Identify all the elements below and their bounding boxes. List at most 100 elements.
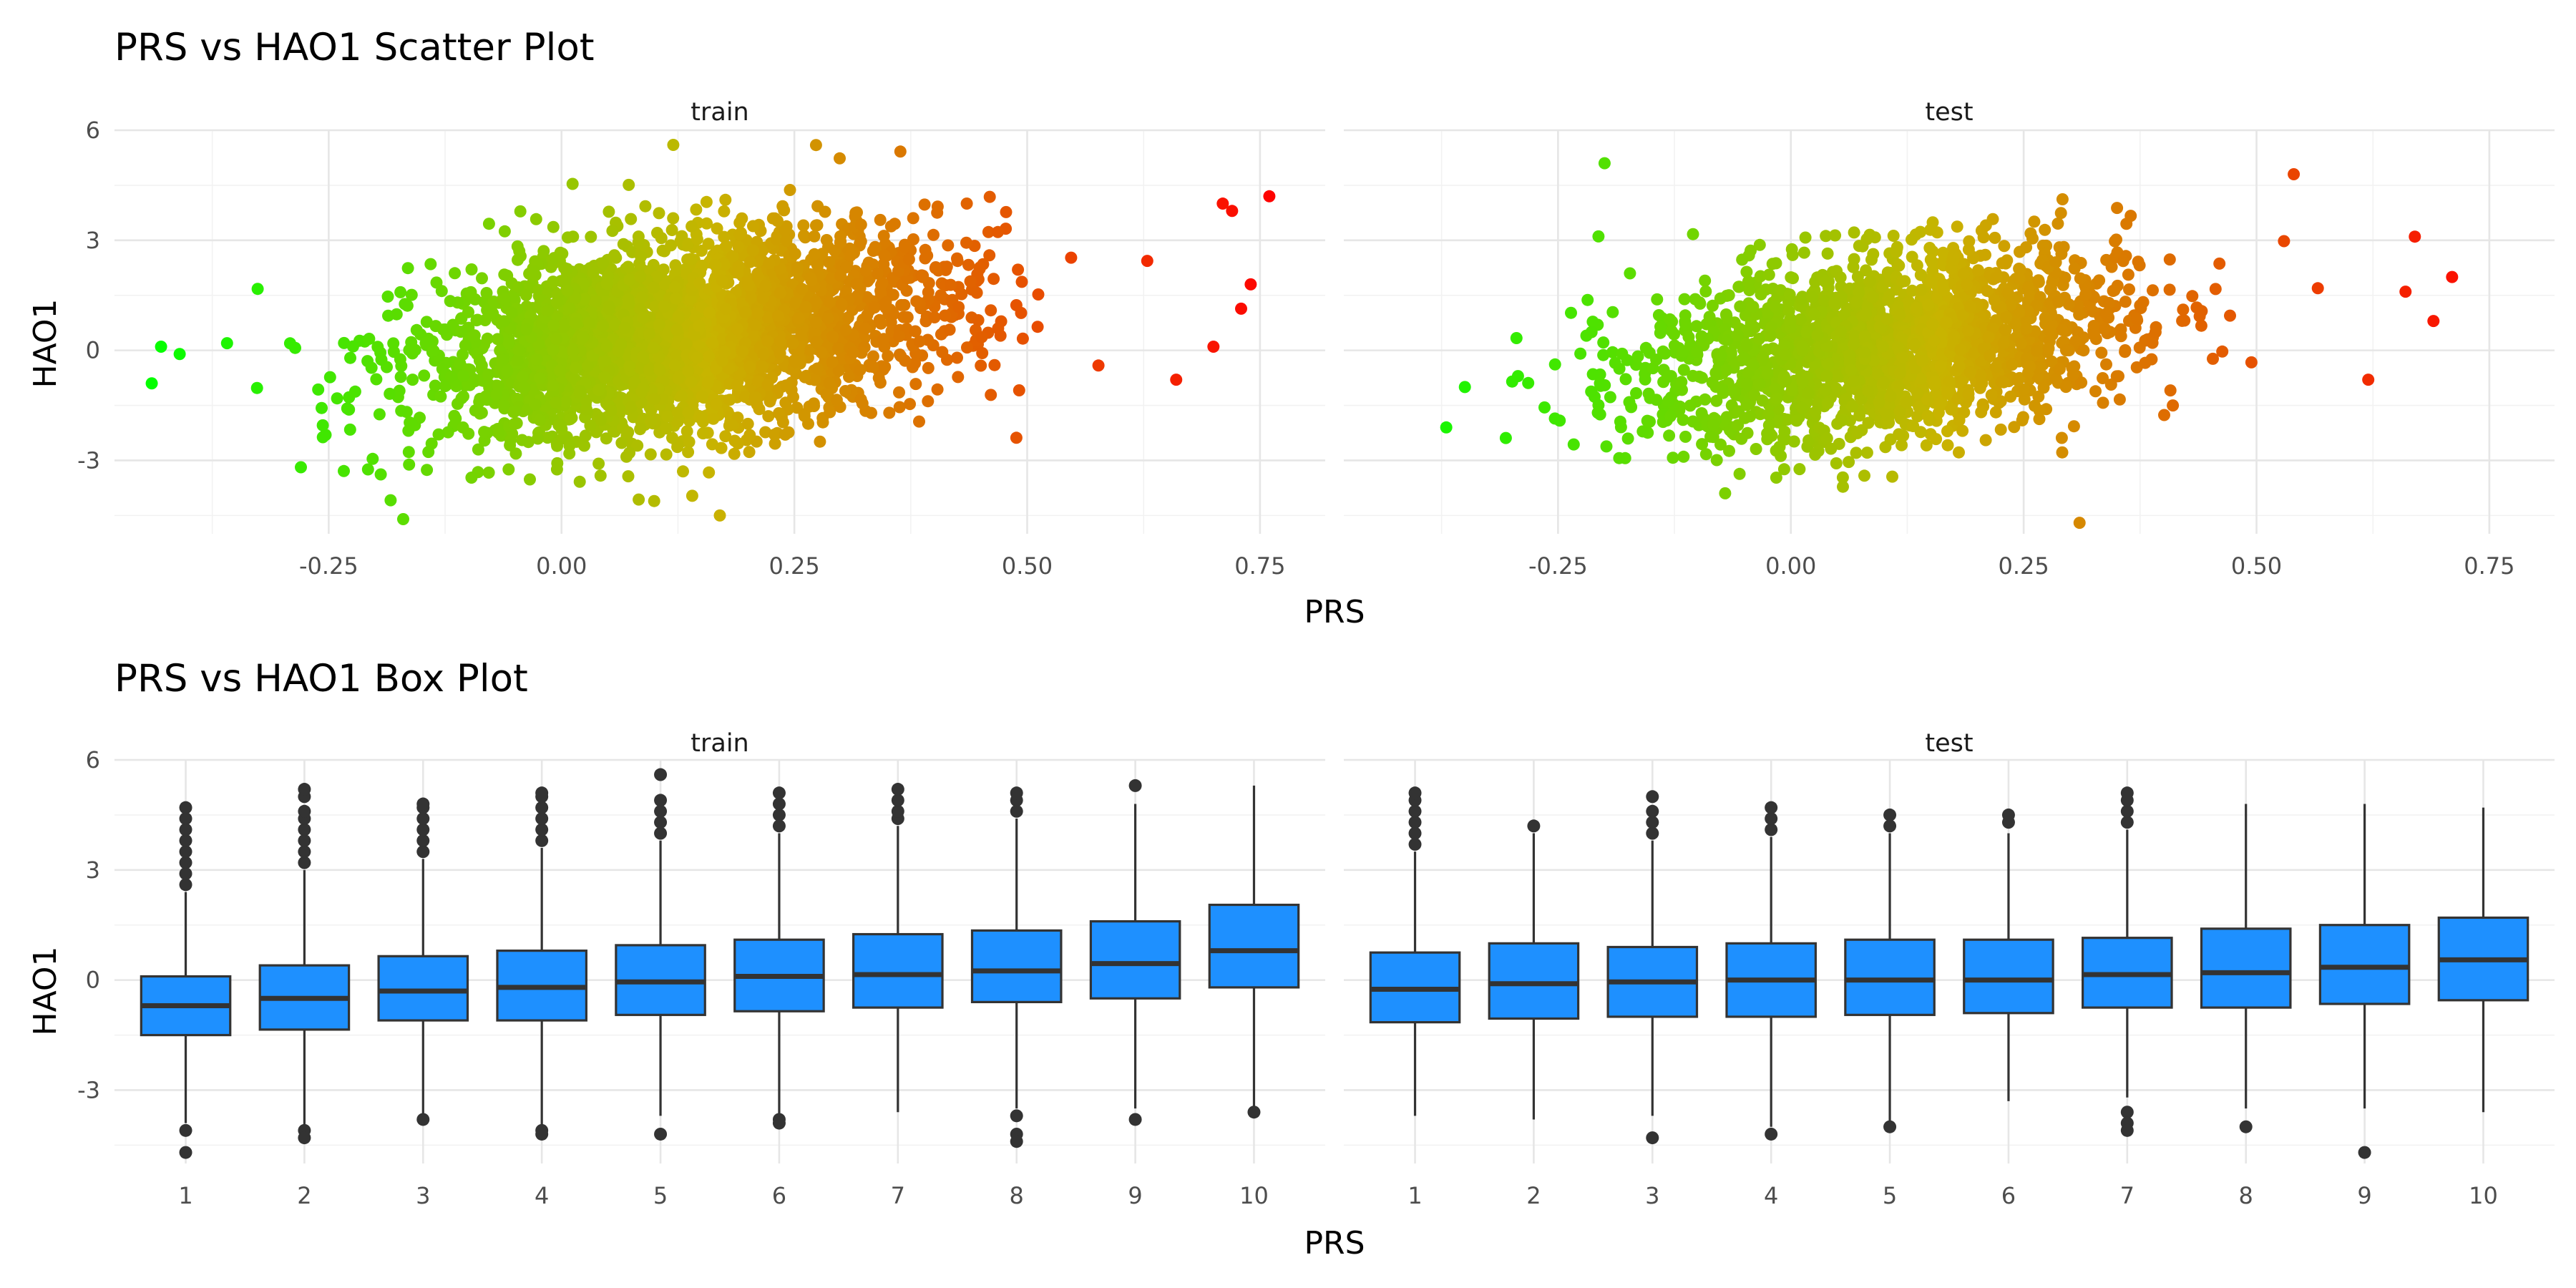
scatter-point	[2024, 227, 2037, 240]
scatter-point	[719, 303, 732, 316]
scatter-point	[454, 357, 467, 370]
scatter-point	[492, 426, 505, 439]
scatter-point	[605, 404, 618, 417]
scatter-point	[1687, 228, 1699, 240]
scatter-point	[1667, 452, 1679, 464]
scatter-point	[809, 326, 821, 339]
scatter-point	[2008, 421, 2021, 434]
scatter-point	[2020, 241, 2033, 254]
scatter-point	[690, 203, 703, 216]
scatter-point	[872, 267, 884, 280]
scatter-point	[799, 301, 812, 313]
scatter-point	[419, 337, 432, 349]
scatter-point	[780, 235, 793, 247]
scatter-point	[703, 466, 716, 479]
scatter-point	[1586, 316, 1599, 328]
scatter-point	[469, 293, 482, 306]
scatter-point	[1740, 339, 1753, 352]
scatter-point	[473, 354, 486, 367]
scatter-point	[1848, 226, 1860, 239]
scatter-point	[155, 341, 167, 353]
scatter-point	[346, 340, 359, 353]
scatter-point	[660, 422, 673, 435]
scatter-point	[669, 259, 682, 272]
x-tick-label: 0.50	[2231, 552, 2282, 580]
scatter-point	[312, 383, 325, 396]
scatter-point	[564, 413, 577, 426]
scatter-point	[2193, 310, 2206, 323]
scatter-point	[660, 448, 673, 461]
scatter-point	[633, 493, 645, 506]
scatter-point	[647, 341, 660, 354]
scatter-point	[2067, 369, 2079, 381]
scatter-point	[1499, 431, 1512, 444]
scatter-point	[2032, 390, 2045, 403]
scatter-point	[743, 429, 756, 441]
scatter-point	[1825, 442, 1838, 455]
scatter-point	[573, 475, 586, 488]
scatter-point	[1668, 339, 1681, 352]
scatter-point	[931, 383, 944, 396]
scatter-point	[808, 248, 821, 260]
scatter-point	[482, 467, 495, 479]
scatter-point	[682, 365, 695, 377]
scatter-point	[424, 258, 437, 270]
scatter-point	[1796, 401, 1809, 414]
scatter-point	[822, 255, 835, 268]
scatter-point	[1522, 376, 1535, 389]
scatter-point	[2100, 358, 2112, 371]
scatter-point	[746, 244, 759, 257]
scatter-point	[1699, 274, 1712, 287]
scatter-point	[2029, 399, 2041, 412]
scatter-point	[952, 301, 965, 313]
scatter-point	[1677, 450, 1690, 463]
scatter-point	[597, 257, 610, 270]
scatter-point	[952, 371, 965, 384]
scatter-point	[1662, 394, 1675, 407]
scatter-point	[1010, 299, 1023, 311]
scatter-point	[2001, 254, 2014, 267]
scatter-point	[839, 385, 852, 397]
scatter-point	[921, 249, 934, 262]
scatter-point	[2213, 257, 2226, 270]
scatter-point	[1714, 292, 1727, 305]
scatter-point	[1790, 414, 1803, 427]
scatter-point	[700, 195, 713, 208]
scatter-point	[683, 436, 696, 449]
scatter-point	[985, 389, 997, 401]
scatter-point	[1850, 447, 1863, 459]
scatter-point	[1994, 423, 2007, 436]
scatter-point	[618, 321, 631, 334]
scatter-point	[2107, 285, 2119, 297]
scatter-point	[1662, 370, 1675, 383]
scatter-point	[2158, 409, 2170, 421]
scatter-point	[289, 341, 301, 354]
scatter-point	[975, 331, 988, 343]
scatter-point	[1742, 275, 1755, 288]
scatter-point	[1887, 230, 1900, 242]
scatter-point	[1604, 391, 1616, 404]
scatter-point	[1684, 399, 1697, 412]
scatter-point	[1891, 341, 1904, 353]
scatter-point	[972, 314, 985, 326]
scatter-point	[2123, 283, 2135, 296]
scatter-point	[2117, 255, 2129, 268]
scatter-point	[670, 349, 683, 361]
scatter-point	[1695, 330, 1708, 343]
scatter-point	[403, 458, 416, 471]
scatter-point	[1654, 326, 1667, 339]
x-tick-label: 0.25	[769, 552, 819, 580]
scatter-point	[1216, 197, 1229, 210]
scatter-points-test	[1440, 157, 2459, 530]
scatter-point	[1985, 389, 1998, 401]
scatter-point	[384, 494, 397, 507]
y-tick-label: -3	[77, 447, 100, 474]
scatter-point	[745, 292, 758, 304]
scatter-point	[1957, 268, 1970, 280]
scatter-point	[566, 177, 579, 190]
scatter-point	[512, 281, 525, 294]
scatter-point	[1911, 387, 1923, 400]
scatter-point	[2001, 287, 2014, 300]
scatter-point	[661, 328, 674, 341]
scatter-point	[2014, 263, 2026, 275]
